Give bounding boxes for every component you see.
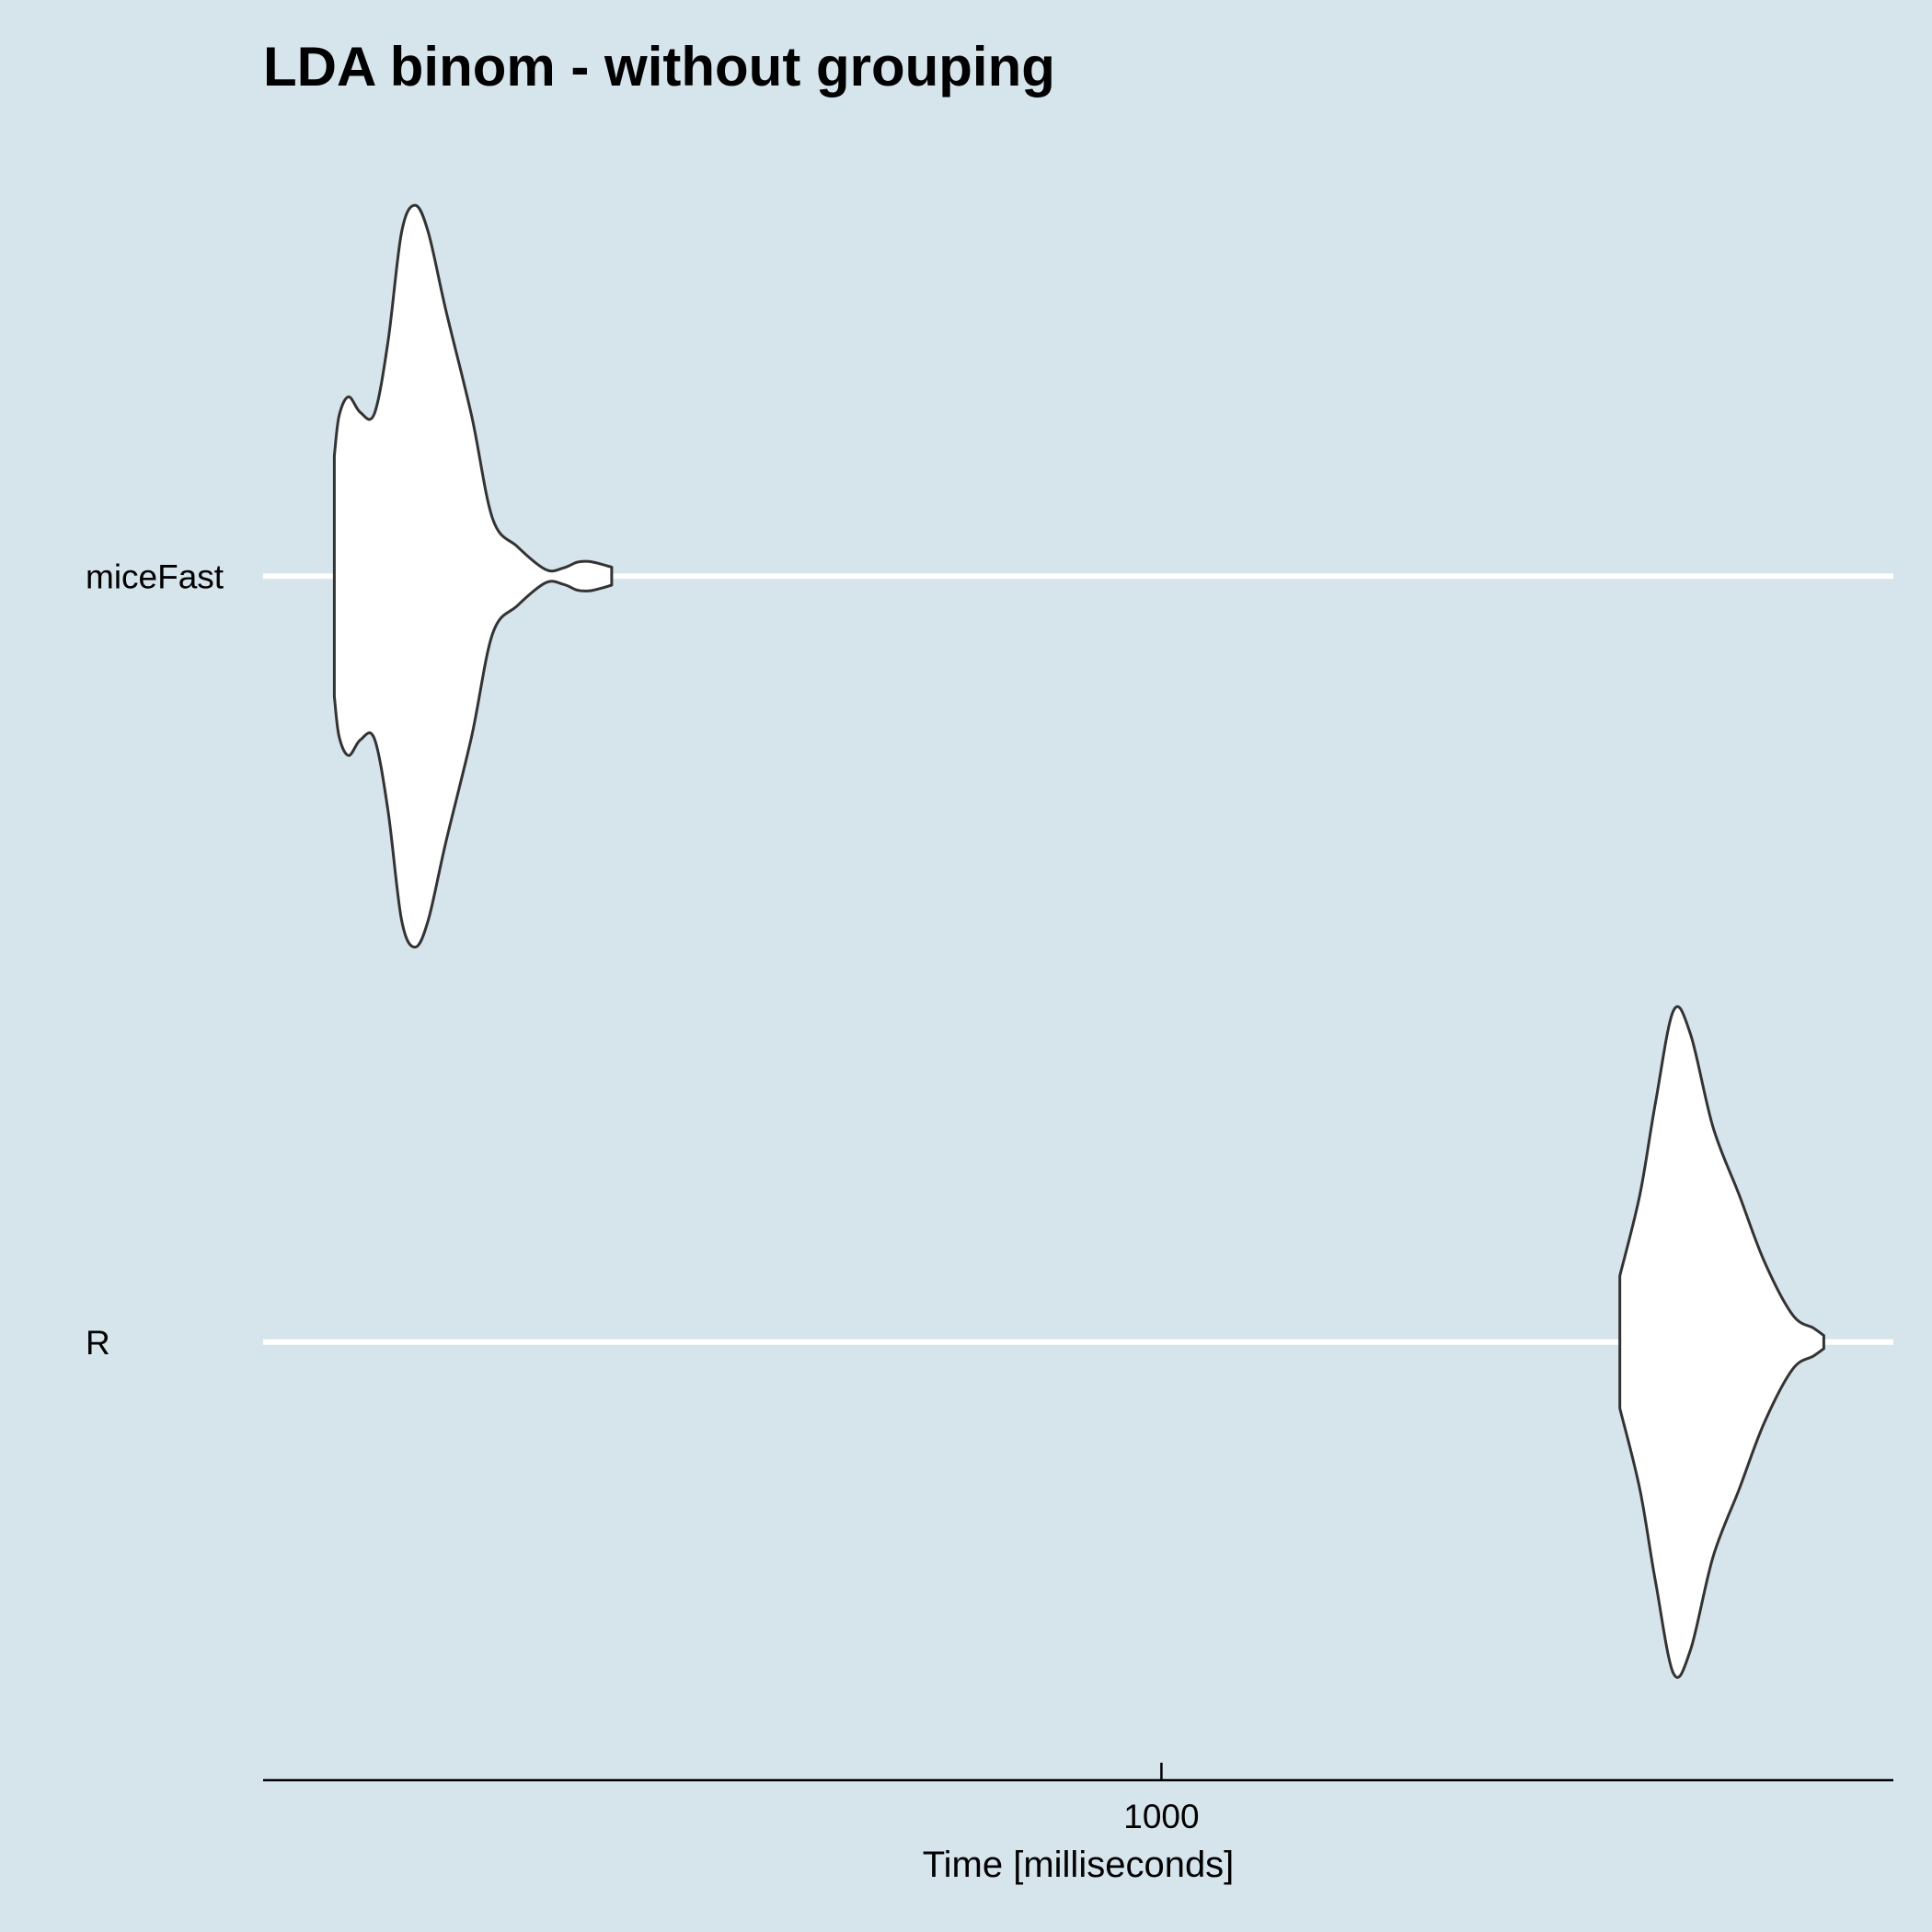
x-tick-label-1000: 1000: [1123, 1798, 1199, 1835]
x-axis-label: Time [milliseconds]: [923, 1845, 1235, 1885]
category-label-miceFast: miceFast: [86, 558, 224, 595]
x-ticks: 1000: [1123, 1763, 1200, 1835]
violin-miceFast: [332, 203, 614, 949]
violin-R: [1618, 1005, 1825, 1679]
category-label-R: R: [86, 1324, 110, 1362]
chart-title: LDA binom - without grouping: [263, 36, 1055, 98]
category-labels: miceFast R: [86, 558, 224, 1362]
violins: [332, 203, 1825, 1679]
